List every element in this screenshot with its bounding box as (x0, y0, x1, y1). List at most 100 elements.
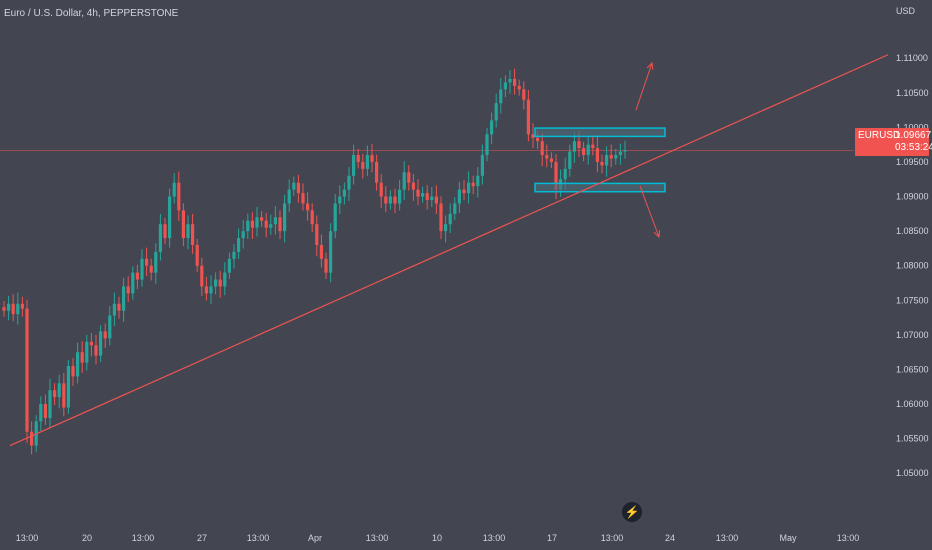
candle (16, 303, 20, 315)
candle (99, 331, 103, 356)
candle (572, 141, 576, 152)
candle (338, 196, 342, 204)
candle (158, 224, 162, 252)
candle (223, 272, 227, 287)
candle (186, 224, 190, 239)
candle (232, 251, 236, 259)
y-tick-label: 1.09000 (896, 192, 929, 202)
candle (62, 383, 66, 408)
y-tick-label: 1.08000 (896, 261, 929, 271)
candle (177, 182, 181, 211)
candle (545, 155, 549, 159)
candle (618, 151, 622, 156)
candle (384, 196, 388, 204)
candle (614, 155, 618, 159)
candle (329, 231, 333, 273)
candle (283, 203, 287, 232)
candle (218, 279, 222, 287)
candle (135, 272, 139, 280)
candle (517, 85, 521, 90)
candle (375, 161, 379, 183)
candle (402, 172, 406, 190)
candle (191, 224, 195, 245)
sr-zone (534, 127, 666, 138)
candle (306, 203, 310, 211)
candle (352, 155, 356, 176)
trendline (9, 54, 889, 447)
candle (39, 404, 43, 422)
candle (356, 155, 360, 162)
candle (53, 390, 57, 398)
candle (214, 279, 218, 287)
candle (204, 286, 208, 294)
candle (117, 303, 121, 311)
candle (568, 151, 572, 169)
candle (260, 217, 264, 221)
candle (448, 213, 452, 225)
candle (554, 161, 558, 190)
x-tick-label: May (779, 533, 797, 543)
candle (310, 210, 314, 225)
badge-price: 1.09667 (895, 130, 932, 141)
price-badge: EURUSD 1.09667 03:53:24 (855, 128, 932, 156)
candle (126, 286, 130, 294)
candle (595, 148, 599, 162)
candle (467, 182, 471, 194)
candle (531, 134, 535, 138)
x-tick-label: 13:00 (837, 533, 860, 543)
bolt-icon[interactable]: ⚡ (622, 502, 642, 522)
candle (421, 193, 425, 197)
candle (439, 203, 443, 232)
candle (241, 231, 245, 239)
candle (480, 155, 484, 176)
candle (71, 366, 75, 377)
candle (172, 182, 176, 197)
candle (264, 220, 268, 228)
candle (237, 238, 241, 252)
candle (365, 155, 369, 169)
y-tick-label: 1.07500 (896, 295, 929, 305)
candle (296, 182, 300, 194)
candle (490, 120, 494, 135)
candle (246, 220, 250, 232)
candle (388, 196, 392, 204)
candle (140, 258, 144, 280)
candle (600, 161, 604, 166)
y-tick-label: 1.05000 (896, 468, 929, 478)
candle (393, 196, 397, 204)
candle (485, 134, 489, 156)
x-tick-label: 13:00 (132, 533, 155, 543)
y-tick-label: 1.07000 (896, 330, 929, 340)
x-tick-label: 10 (432, 533, 442, 543)
candle (20, 303, 24, 309)
candle (301, 193, 305, 204)
candle (324, 258, 328, 273)
candle (250, 220, 254, 228)
x-tick-label: 24 (665, 533, 675, 543)
y-tick-label: 1.10500 (896, 88, 929, 98)
candle (471, 182, 475, 187)
x-tick-label: Apr (308, 533, 322, 543)
candle (444, 224, 448, 232)
x-tick-label: 13:00 (601, 533, 624, 543)
x-tick-label: 27 (197, 533, 207, 543)
candle (577, 141, 581, 149)
candle (76, 352, 80, 377)
candle (370, 155, 374, 162)
x-tick-label: 20 (82, 533, 92, 543)
candle (508, 78, 512, 83)
candle (407, 172, 411, 183)
candle (536, 137, 540, 142)
x-tick-label: 13:00 (16, 533, 39, 543)
candle (513, 78, 517, 86)
candle (315, 224, 319, 245)
candle (494, 103, 498, 121)
y-tick-label: 1.11000 (896, 53, 928, 63)
candle (11, 303, 15, 315)
candle (94, 345, 98, 356)
candle (131, 272, 135, 294)
y-unit-label: USD (896, 6, 916, 16)
candle (605, 155, 609, 166)
candle (526, 99, 530, 135)
